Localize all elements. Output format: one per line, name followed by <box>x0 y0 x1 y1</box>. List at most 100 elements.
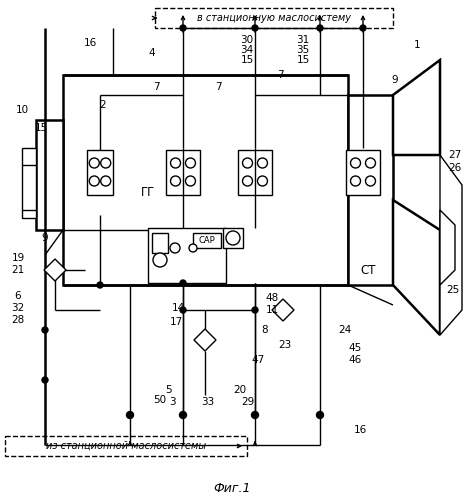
Text: 50: 50 <box>153 395 166 405</box>
Text: 33: 33 <box>201 397 215 407</box>
Text: 25: 25 <box>446 285 459 295</box>
Circle shape <box>317 25 323 31</box>
Polygon shape <box>393 200 440 335</box>
Text: 24: 24 <box>339 325 352 335</box>
Text: 48: 48 <box>266 293 279 303</box>
Circle shape <box>179 412 186 418</box>
Text: 3: 3 <box>169 397 175 407</box>
Text: СТ: СТ <box>360 264 376 276</box>
Bar <box>5 436 247 456</box>
Circle shape <box>180 280 186 286</box>
Bar <box>223 228 243 248</box>
Bar <box>22 148 36 218</box>
Text: 35: 35 <box>296 45 310 55</box>
Text: 29: 29 <box>241 397 255 407</box>
Text: из станционной маслосистемы: из станционной маслосистемы <box>46 441 206 451</box>
Circle shape <box>243 158 252 168</box>
Text: 26: 26 <box>448 163 462 173</box>
Circle shape <box>170 243 180 253</box>
Polygon shape <box>440 155 462 335</box>
Text: 15: 15 <box>296 55 310 65</box>
Circle shape <box>258 176 267 186</box>
Text: 32: 32 <box>11 303 25 313</box>
Circle shape <box>317 412 324 418</box>
Bar <box>348 95 393 285</box>
Text: 8: 8 <box>262 325 268 335</box>
Bar <box>238 150 272 194</box>
Circle shape <box>351 158 360 168</box>
Text: 4: 4 <box>149 48 155 58</box>
Text: 9: 9 <box>41 233 48 243</box>
Bar <box>63 75 348 285</box>
Circle shape <box>258 158 267 168</box>
Circle shape <box>252 412 259 418</box>
Bar <box>155 8 393 28</box>
Text: 47: 47 <box>252 355 265 365</box>
Circle shape <box>42 377 48 383</box>
Circle shape <box>365 176 375 186</box>
Text: 7: 7 <box>277 70 283 80</box>
Text: 45: 45 <box>348 343 362 353</box>
Bar <box>166 150 200 194</box>
Circle shape <box>101 176 111 186</box>
Text: 30: 30 <box>240 35 253 45</box>
Circle shape <box>171 158 180 168</box>
Polygon shape <box>393 60 440 155</box>
Text: 10: 10 <box>15 105 28 115</box>
Circle shape <box>226 231 240 245</box>
Text: 20: 20 <box>233 385 246 395</box>
Text: 16: 16 <box>353 425 366 435</box>
Text: 23: 23 <box>279 340 292 350</box>
Polygon shape <box>194 329 216 351</box>
Polygon shape <box>272 299 294 321</box>
Polygon shape <box>44 259 66 281</box>
Text: 19: 19 <box>11 253 25 263</box>
Text: САР: САР <box>199 236 215 245</box>
Text: 7: 7 <box>153 82 159 92</box>
Text: 16: 16 <box>83 38 97 48</box>
Circle shape <box>186 158 195 168</box>
Bar <box>148 228 226 283</box>
Bar <box>36 120 63 230</box>
Circle shape <box>180 25 186 31</box>
Circle shape <box>252 307 258 313</box>
Text: 21: 21 <box>11 265 25 275</box>
Circle shape <box>101 158 111 168</box>
Text: 34: 34 <box>240 45 253 55</box>
Circle shape <box>153 253 167 267</box>
Text: 14: 14 <box>172 303 185 313</box>
Circle shape <box>89 176 100 186</box>
Text: 15: 15 <box>240 55 253 65</box>
Circle shape <box>189 244 197 252</box>
Text: 6: 6 <box>15 291 21 301</box>
Text: в станционную маслосистему: в станционную маслосистему <box>197 13 351 23</box>
Circle shape <box>365 158 375 168</box>
Text: 7: 7 <box>215 82 221 92</box>
Circle shape <box>252 25 258 31</box>
Text: 31: 31 <box>296 35 310 45</box>
Circle shape <box>243 176 252 186</box>
Circle shape <box>351 176 360 186</box>
Bar <box>87 150 113 194</box>
Bar <box>152 233 168 253</box>
Text: Фиг.1: Фиг.1 <box>213 482 251 494</box>
Circle shape <box>360 25 366 31</box>
Text: 27: 27 <box>448 150 462 160</box>
Polygon shape <box>440 210 455 285</box>
Circle shape <box>186 176 195 186</box>
Circle shape <box>97 282 103 288</box>
Text: 46: 46 <box>348 355 362 365</box>
Text: 5: 5 <box>165 385 171 395</box>
Circle shape <box>171 176 180 186</box>
Text: 28: 28 <box>11 315 25 325</box>
Bar <box>193 233 221 248</box>
Circle shape <box>180 307 186 313</box>
Text: ГГ: ГГ <box>141 186 155 198</box>
Circle shape <box>42 327 48 333</box>
Bar <box>346 150 380 194</box>
Circle shape <box>126 412 133 418</box>
Text: 11: 11 <box>266 305 279 315</box>
Text: 9: 9 <box>392 75 399 85</box>
Text: 1: 1 <box>414 40 420 50</box>
Text: 17: 17 <box>169 317 183 327</box>
